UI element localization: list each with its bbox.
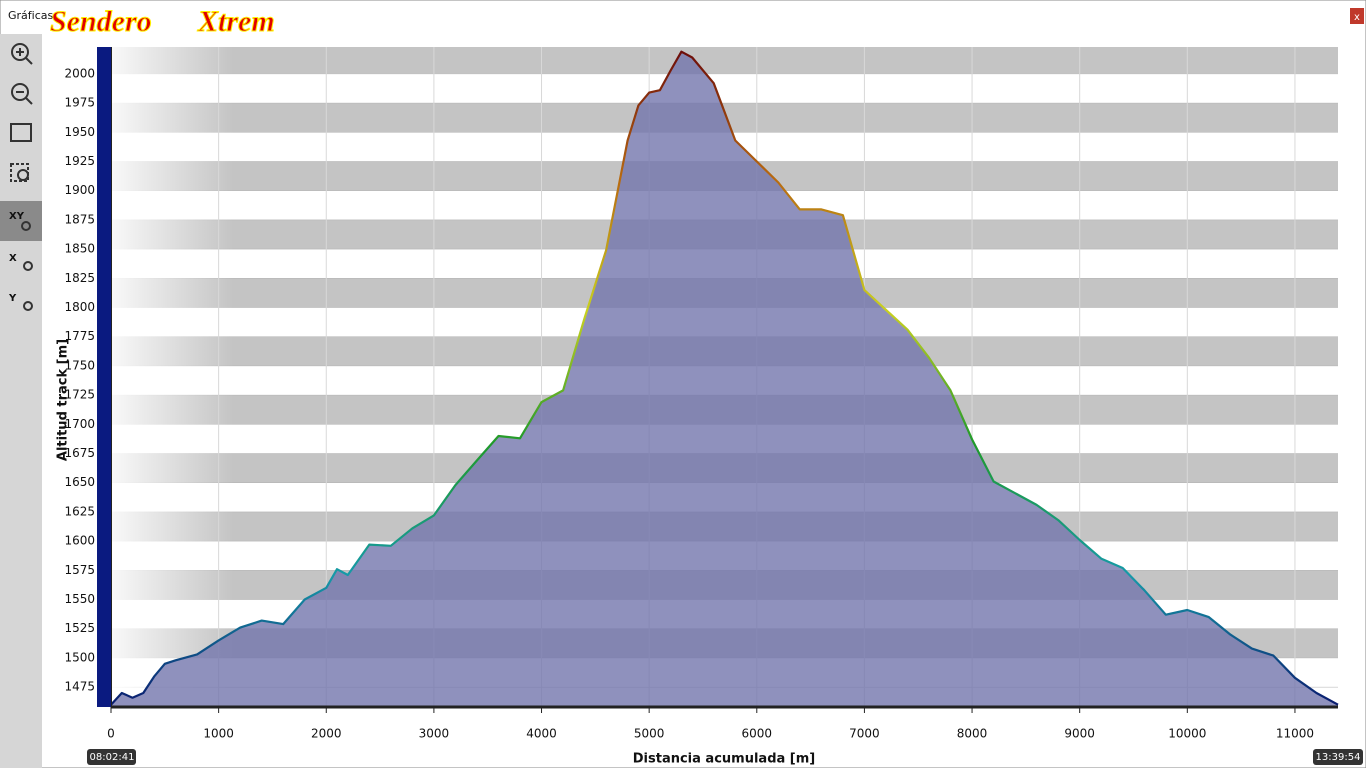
y-tick-label: 1700 bbox=[64, 417, 95, 431]
logo: Sendero bbox=[50, 5, 152, 38]
y-tick-label: 1600 bbox=[64, 534, 95, 548]
zoom-out-button[interactable] bbox=[11, 83, 33, 105]
x-tick-label: 8000 bbox=[957, 727, 988, 741]
y-axis-title: Altitud track [m] bbox=[56, 339, 71, 461]
y-tick-label: 1725 bbox=[64, 388, 95, 402]
y-tick-label: 1925 bbox=[64, 154, 95, 168]
y-tick-label: 1550 bbox=[64, 592, 95, 606]
x-tick-label: 1000 bbox=[203, 727, 234, 741]
time-end: 13:39:54 bbox=[1316, 752, 1361, 763]
y-zoom-button[interactable]: Y bbox=[8, 293, 17, 304]
time-end-box bbox=[1313, 749, 1363, 765]
x-tick-label: 10000 bbox=[1168, 727, 1206, 741]
fit-button[interactable] bbox=[10, 123, 32, 142]
x-tick-label: 2000 bbox=[311, 727, 342, 741]
area-fill bbox=[111, 51, 1338, 707]
toolbar bbox=[0, 34, 42, 768]
toolbar-icons: XY X Y bbox=[0, 43, 42, 311]
y-tick-label: 1625 bbox=[64, 504, 95, 518]
x-tick-label: 11000 bbox=[1276, 727, 1314, 741]
x-zoom-button[interactable]: X bbox=[9, 253, 17, 264]
window-title: Gráficas bbox=[8, 9, 54, 22]
x-axis-title: Distancia acumulada [m] bbox=[633, 752, 815, 767]
x-tick-label: 7000 bbox=[849, 727, 880, 741]
y-tick-label: 1750 bbox=[64, 358, 95, 372]
x-tick-label: 9000 bbox=[1064, 727, 1095, 741]
x-tick-label: 0 bbox=[107, 727, 115, 741]
y-tick-label: 1900 bbox=[64, 183, 95, 197]
close-button[interactable] bbox=[1350, 8, 1364, 24]
altitude-bar bbox=[97, 47, 111, 707]
y-tick-label: 1825 bbox=[64, 271, 95, 285]
y-tick-label: 1800 bbox=[64, 300, 95, 314]
logo: Xtrem bbox=[197, 5, 275, 38]
y-tick-label: 2000 bbox=[64, 66, 95, 80]
close-label[interactable]: x bbox=[1354, 12, 1360, 23]
y-tick-label: 1500 bbox=[64, 650, 95, 664]
svg-text:XY: XY bbox=[9, 211, 25, 222]
chart: 1475 1500 1525 1550 1575 1600 1625 1650 1675 1700… bbox=[64, 47, 1339, 741]
zoom-in-button[interactable] bbox=[11, 43, 33, 65]
x-tick-label: 5000 bbox=[634, 727, 665, 741]
profile-line bbox=[110, 50, 1339, 706]
xy-zoom-button[interactable] bbox=[0, 201, 42, 241]
y-tick-label: 1875 bbox=[64, 212, 95, 226]
y-tick-label: 1475 bbox=[64, 680, 95, 694]
y-tick-label: 1950 bbox=[64, 125, 95, 139]
time-start: 08:02:41 bbox=[90, 752, 135, 763]
y-tick-label: 1975 bbox=[64, 96, 95, 110]
y-tick-label: 1775 bbox=[64, 329, 95, 343]
y-tick-label: 1525 bbox=[64, 621, 95, 635]
zoom-box-button[interactable] bbox=[10, 163, 29, 182]
x-tick-label: 3000 bbox=[419, 727, 450, 741]
y-tick-label: 1650 bbox=[64, 475, 95, 489]
time-start-box bbox=[87, 749, 136, 765]
x-tick-label: 4000 bbox=[526, 727, 557, 741]
y-tick-label: 1850 bbox=[64, 242, 95, 256]
y-tick-label: 1675 bbox=[64, 446, 95, 460]
y-tick-label: 1575 bbox=[64, 563, 95, 577]
x-tick-label: 6000 bbox=[742, 727, 773, 741]
